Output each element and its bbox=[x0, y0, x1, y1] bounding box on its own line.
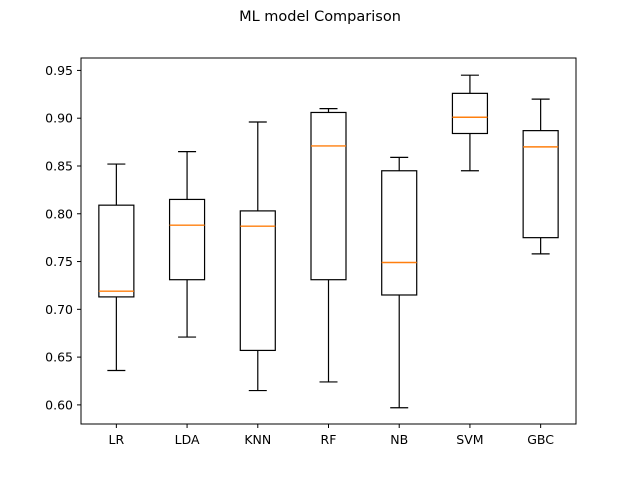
x-tick-label: NB bbox=[390, 432, 408, 447]
iqr-box bbox=[310, 111, 347, 281]
box-group-knn bbox=[239, 121, 276, 392]
y-tick-label: 0.90 bbox=[45, 111, 73, 126]
box-group-lr bbox=[98, 163, 135, 372]
axes-layer: 0.60 0.65 0.70 0.75 0.80 0.85 0.90 0.95 LR LDA KNN… bbox=[45, 57, 577, 447]
iqr-box bbox=[168, 198, 206, 281]
iqr-box bbox=[239, 210, 276, 352]
iqr-box bbox=[451, 92, 489, 135]
box-group-nb bbox=[381, 156, 418, 409]
y-tick-label: 0.65 bbox=[45, 350, 73, 365]
x-tick-label: LR bbox=[109, 432, 125, 447]
box-group-svm bbox=[451, 74, 489, 172]
x-tick-label: GBC bbox=[527, 432, 554, 447]
y-tick-label: 0.85 bbox=[45, 158, 73, 173]
y-tick-label: 0.60 bbox=[45, 397, 73, 412]
y-tick-label: 0.75 bbox=[45, 254, 73, 269]
iqr-box bbox=[522, 130, 559, 239]
y-tick-label: 0.95 bbox=[45, 63, 73, 78]
chart-title: ML model Comparison bbox=[239, 9, 401, 25]
boxes-layer bbox=[98, 74, 559, 409]
x-tick-label: LDA bbox=[175, 432, 200, 447]
x-tick-label: KNN bbox=[244, 432, 271, 447]
x-tick-label: RF bbox=[321, 432, 337, 447]
box-group-lda bbox=[168, 151, 206, 338]
iqr-box bbox=[381, 170, 418, 296]
y-tick-label: 0.80 bbox=[45, 206, 73, 221]
x-tick-label: SVM bbox=[456, 432, 483, 447]
box-group-gbc bbox=[522, 98, 559, 255]
iqr-box bbox=[98, 204, 135, 298]
box-group-rf bbox=[310, 108, 347, 383]
y-tick-label: 0.70 bbox=[45, 302, 73, 317]
